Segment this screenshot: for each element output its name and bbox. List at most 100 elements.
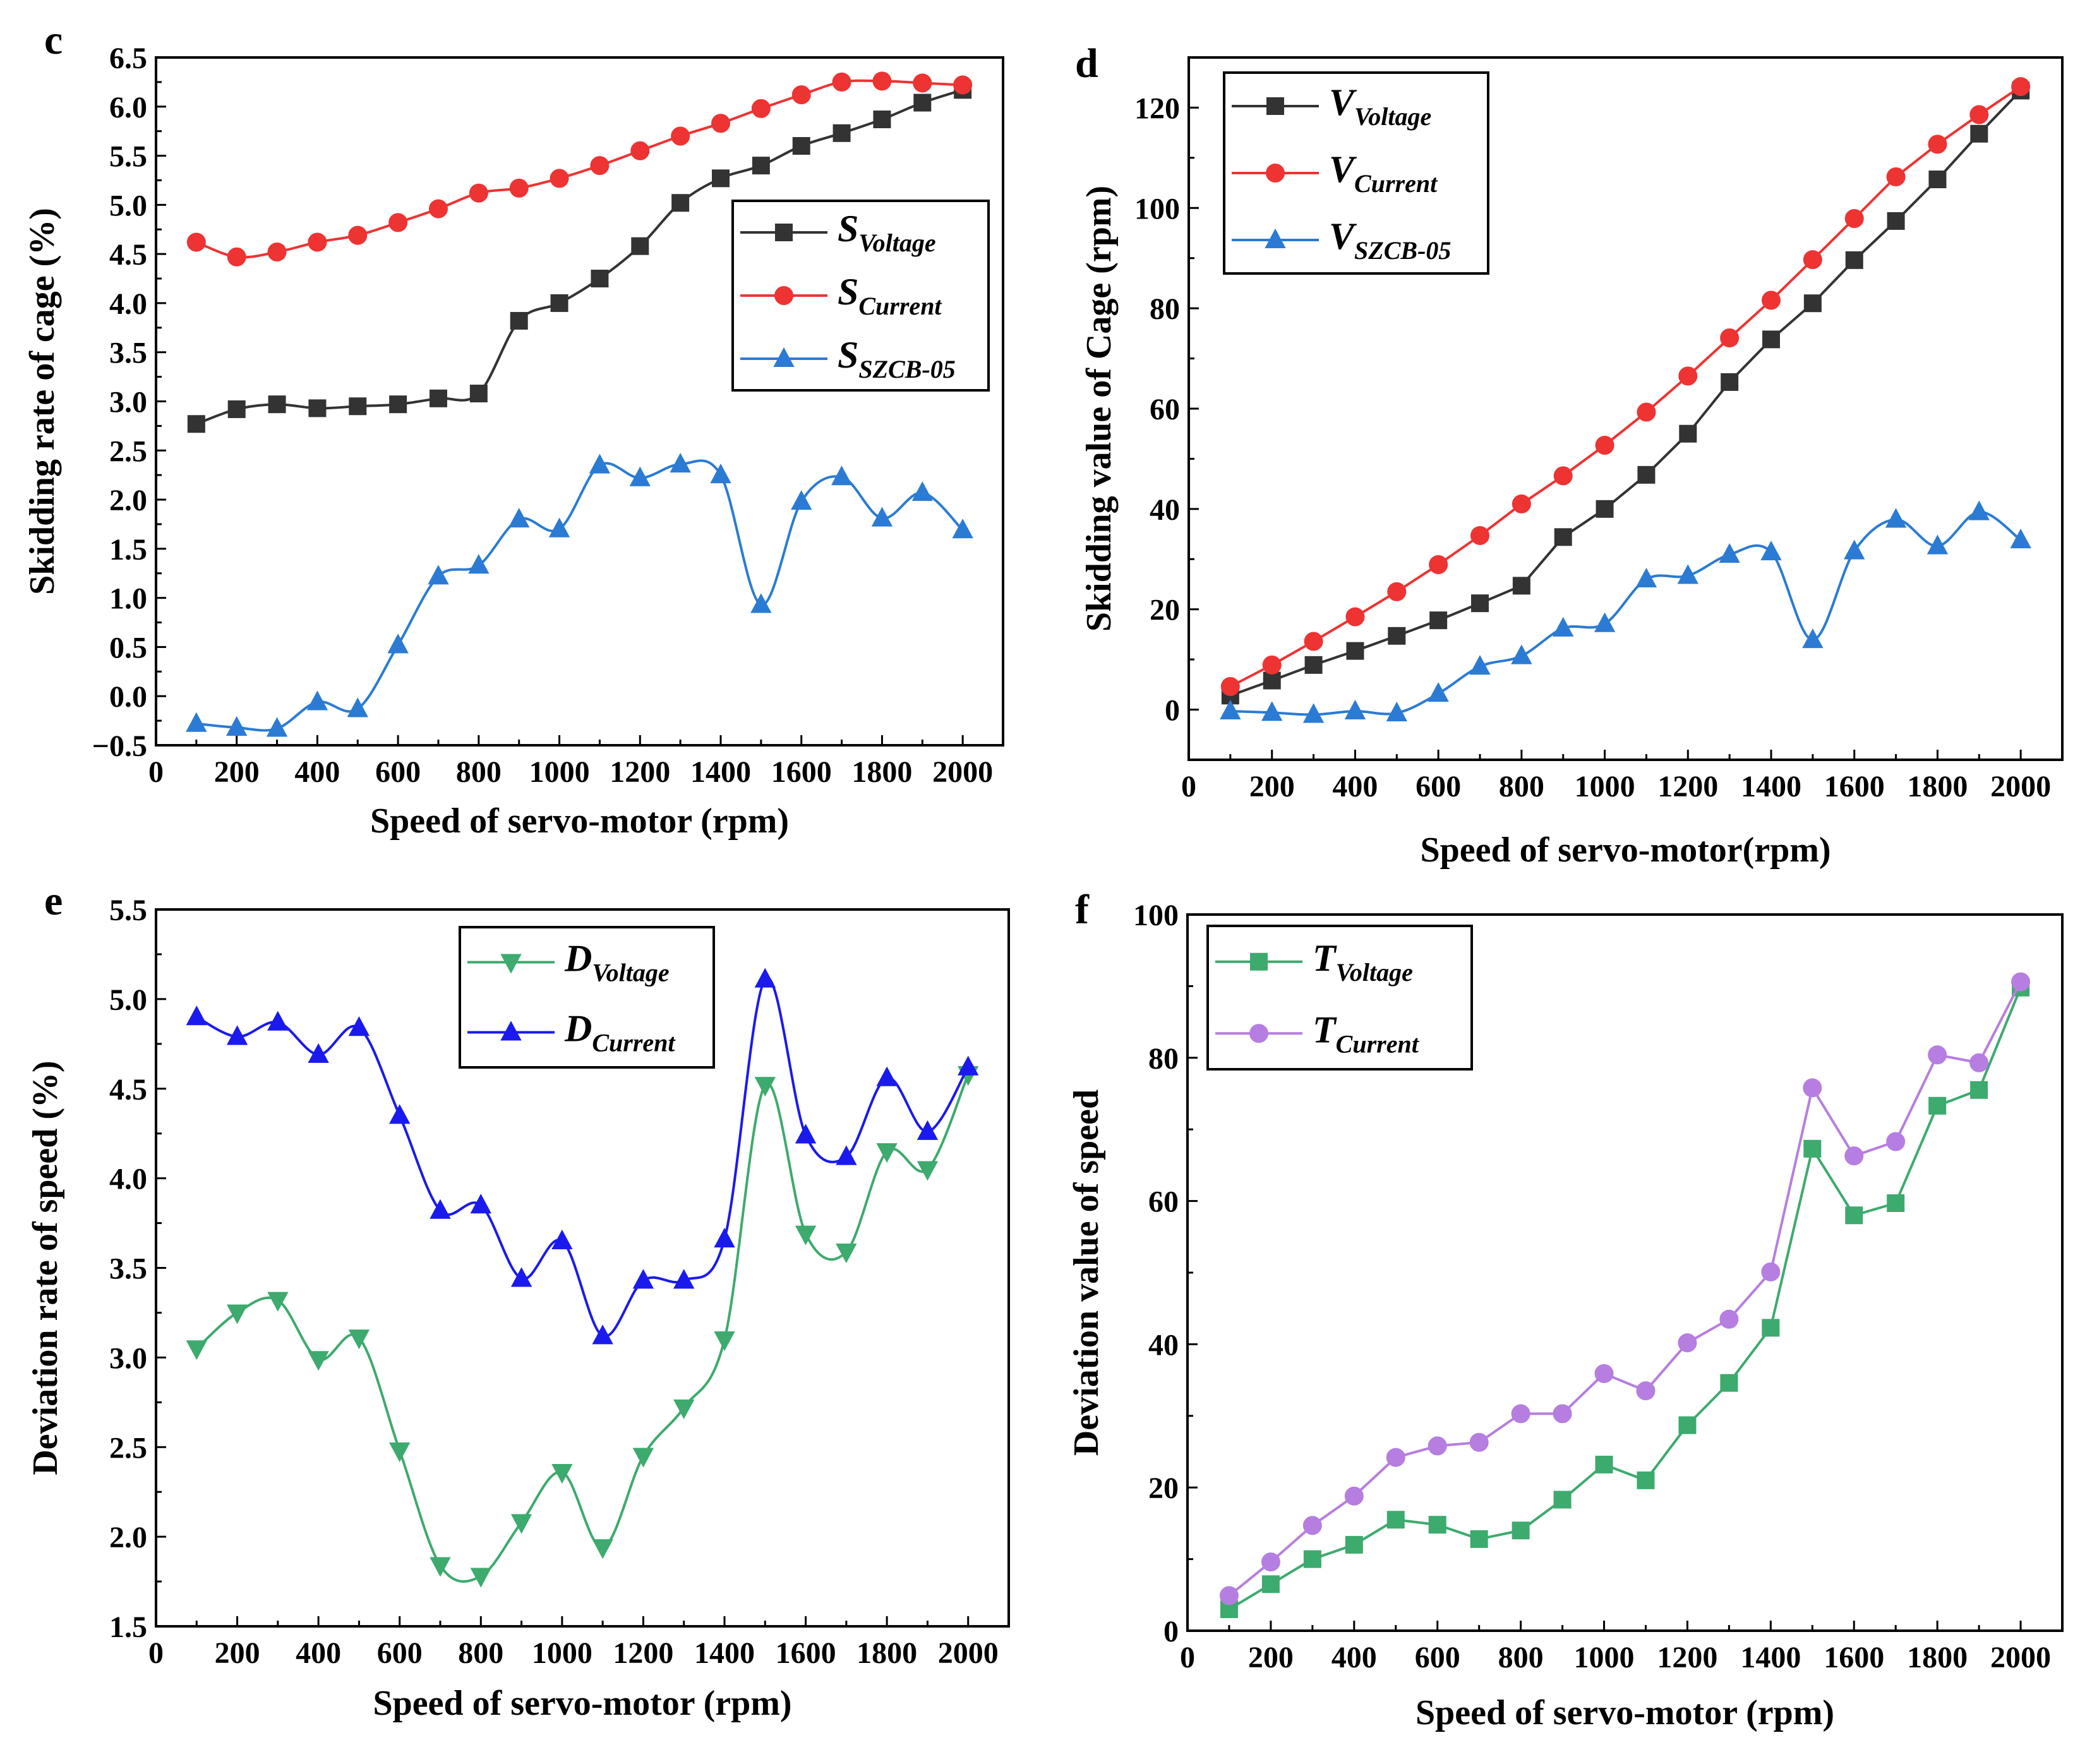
data-point xyxy=(187,415,205,433)
data-point xyxy=(1429,555,1448,575)
chart-panel-c: c 0 200 400 600 800 1000 1200 1400 1600 1800 2000 −0… xyxy=(23,17,1004,841)
y-tick-label: 2.5 xyxy=(109,1431,147,1465)
data-point xyxy=(1678,366,1698,386)
data-point xyxy=(430,1557,451,1577)
y-tick-label: 3.5 xyxy=(109,337,147,370)
data-point xyxy=(791,85,811,105)
data-point xyxy=(913,93,932,112)
y-tick-label: 3.5 xyxy=(109,1252,147,1286)
data-point xyxy=(267,1011,289,1031)
chart-panel-e: e 0 200 400 600 800 1000 1200 1400 1600 1800 2000 1.… xyxy=(26,878,1010,1723)
data-point xyxy=(550,169,569,188)
x-tick-label: 200 xyxy=(214,755,260,789)
data-point xyxy=(1304,656,1323,674)
data-point xyxy=(1844,208,1864,228)
data-point xyxy=(592,1324,613,1345)
y-tick-label: 80 xyxy=(1148,1042,1179,1076)
data-point xyxy=(1429,611,1448,630)
data-point xyxy=(1762,291,1781,310)
data-point xyxy=(1803,294,1822,313)
x-tick-label: 0 xyxy=(148,755,164,789)
data-point xyxy=(186,1340,207,1360)
data-point xyxy=(1678,1416,1697,1434)
data-point xyxy=(953,75,973,95)
legend-swatch-marker xyxy=(775,224,793,241)
y-tick-label: 4.0 xyxy=(109,1163,147,1196)
data-point xyxy=(1263,671,1281,690)
x-tick-label: 1200 xyxy=(1657,1641,1717,1674)
data-point xyxy=(551,1463,573,1484)
y-tick-label: 3.0 xyxy=(109,386,147,419)
data-point xyxy=(2010,528,2031,549)
legend-label: VVoltage xyxy=(1329,81,1431,131)
data-point xyxy=(226,1025,248,1045)
y-axis-title: Deviation rate of speed (%) xyxy=(26,1060,65,1475)
data-point xyxy=(917,1120,939,1140)
data-point xyxy=(913,73,932,93)
y-tick-label: 0 xyxy=(1163,1615,1179,1648)
x-tick-label: 1000 xyxy=(529,755,590,789)
data-point xyxy=(1428,682,1449,702)
data-point xyxy=(1219,1586,1239,1605)
data-point xyxy=(1720,328,1740,348)
x-axis-title: Speed of servo-motor(rpm) xyxy=(1420,831,1830,870)
data-point xyxy=(591,270,609,288)
data-point xyxy=(1969,1053,1989,1072)
data-point xyxy=(671,194,690,212)
data-point xyxy=(710,464,731,484)
panel-letter: f xyxy=(1075,887,1090,933)
legend-swatch-marker xyxy=(773,347,795,367)
data-point xyxy=(1595,435,1614,455)
y-tick-label: 20 xyxy=(1150,594,1180,627)
panel-letter: c xyxy=(44,17,63,63)
x-tick-label: 1200 xyxy=(610,755,670,789)
data-point xyxy=(1969,105,1989,124)
y-tick-label: 2.5 xyxy=(109,435,147,468)
data-point xyxy=(226,716,248,736)
x-tick-label: 600 xyxy=(375,755,421,789)
y-tick-label: 100 xyxy=(1133,899,1179,932)
x-tick-label: 0 xyxy=(1181,770,1196,803)
data-point xyxy=(1261,1575,1280,1593)
data-point xyxy=(308,1351,329,1371)
data-point xyxy=(508,508,530,528)
data-point xyxy=(1721,373,1739,391)
data-point xyxy=(1553,1404,1572,1424)
data-point xyxy=(1637,465,1656,484)
data-point xyxy=(876,1066,898,1086)
x-tick-label: 1000 xyxy=(532,1636,592,1670)
y-tick-label: 0.0 xyxy=(109,680,147,714)
data-point xyxy=(1470,1530,1488,1548)
data-point xyxy=(1261,701,1283,721)
x-tick-label: 600 xyxy=(377,1636,423,1670)
data-point xyxy=(1553,466,1573,486)
x-tick-label: 1000 xyxy=(1574,1641,1635,1674)
data-point xyxy=(1596,500,1614,518)
data-point xyxy=(1304,632,1323,651)
data-point xyxy=(1637,1471,1655,1489)
data-point xyxy=(510,1514,532,1534)
data-point xyxy=(1387,582,1407,601)
data-point xyxy=(631,237,649,255)
data-point xyxy=(1844,1146,1864,1166)
data-point xyxy=(592,1539,613,1559)
data-point xyxy=(792,137,810,155)
data-point xyxy=(917,1161,939,1181)
data-point xyxy=(1553,1491,1572,1509)
data-point xyxy=(267,243,287,262)
data-point xyxy=(509,178,529,198)
data-point xyxy=(389,395,407,414)
data-point xyxy=(1386,1448,1405,1467)
data-point xyxy=(1968,500,1990,520)
data-point xyxy=(670,452,691,473)
data-point xyxy=(306,690,328,711)
data-point xyxy=(348,225,368,245)
data-point xyxy=(712,169,730,188)
y-tick-label: 4.5 xyxy=(109,238,147,272)
data-point xyxy=(1886,167,1906,187)
x-tick-label: 1400 xyxy=(690,755,751,789)
x-tick-label: 1400 xyxy=(694,1636,755,1670)
data-point xyxy=(1802,628,1824,649)
x-tick-label: 1800 xyxy=(851,755,912,789)
data-point xyxy=(795,1124,817,1144)
